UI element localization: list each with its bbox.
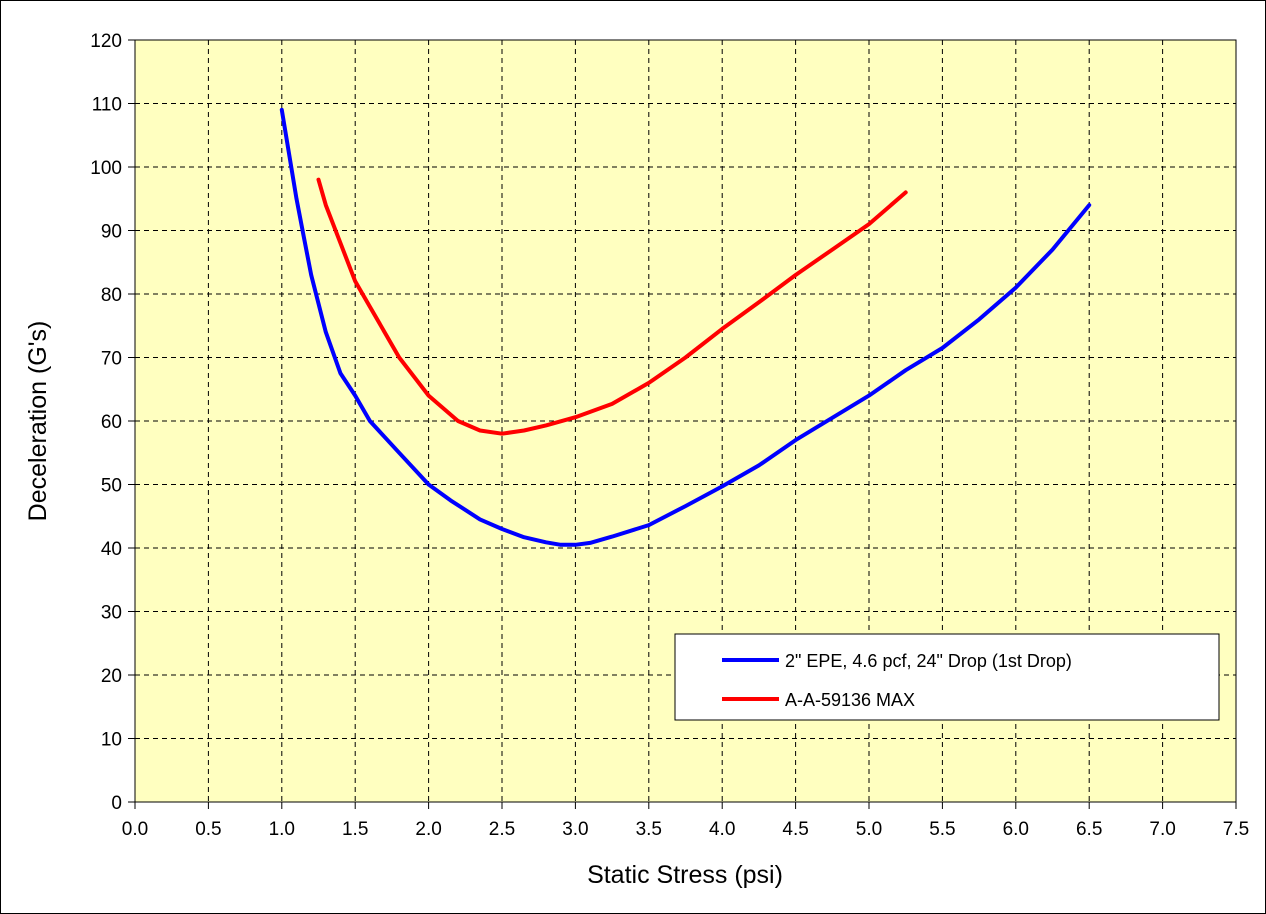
axes: 0.0 0.5 1.0 1.5 2.0 2.5 3.0 3.5 4.0 4.5 5.0 5.5 6.0 6… [90,31,1249,840]
y-tick-label: 70 [101,349,122,370]
x-tick-label: 6.0 [1003,819,1029,840]
x-tick-label: 4.0 [709,819,735,840]
y-tick-label: 0 [111,793,122,814]
x-axis-title: Static Stress (psi) [587,861,783,889]
legend: 2" EPE, 4.6 pcf, 24" Drop (1st Drop) A-A… [674,633,1220,721]
x-tick-label: 2.5 [489,819,515,840]
y-tick-label: 10 [101,730,122,751]
y-tick-label: 50 [101,476,122,497]
x-tick-label: 0.5 [195,819,221,840]
x-tick-label: 3.0 [562,819,588,840]
legend-box [674,633,1220,721]
x-tick-label: 0.0 [122,819,148,840]
legend-label-epe: 2" EPE, 4.6 pcf, 24" Drop (1st Drop) [785,651,1072,671]
x-tick-label: 2.0 [415,819,441,840]
x-tick-label: 1.5 [342,819,368,840]
y-tick-label: 30 [101,603,122,624]
x-tick-label: 5.5 [929,819,955,840]
series-line-epe [279,107,1092,547]
x-tick-label: 5.0 [856,819,882,840]
y-tick-label: 60 [101,412,122,433]
y-tick-label: 120 [90,31,122,52]
y-tick-label: 110 [92,95,122,116]
y-tick-label: 20 [101,666,122,687]
legend-label-max: A-A-59136 MAX [785,690,915,710]
y-tick-label: 80 [101,285,122,306]
x-tick-label: 7.0 [1149,819,1175,840]
x-tick-label: 1.0 [269,819,295,840]
y-tick-label: 40 [101,539,122,560]
x-tick-label: 3.5 [636,819,662,840]
y-axis-title: Deceleration (G's) [24,321,52,522]
series-line-max [316,177,908,436]
x-tick-label: 4.5 [782,819,808,840]
series-lines [279,107,1092,547]
x-tick-label: 6.5 [1076,819,1102,840]
x-tick-label: 7.5 [1223,819,1249,840]
y-tick-label: 90 [101,222,122,243]
y-tick-label: 100 [90,158,122,179]
